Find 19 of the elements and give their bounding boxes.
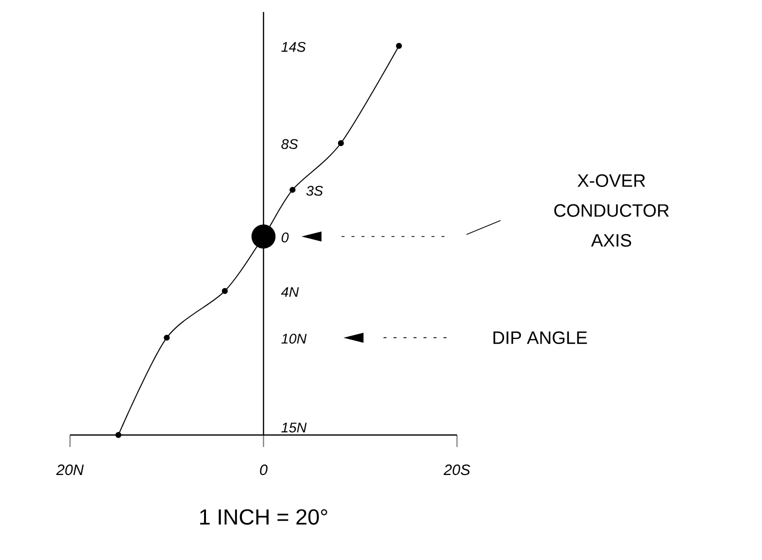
- annotation: 3S: [306, 186, 323, 196]
- annotation: 10N: [281, 334, 307, 344]
- annotation: 8S: [281, 139, 298, 150]
- x-tick-label: 0: [260, 464, 268, 476]
- text: DIP ANGLE: [493, 331, 587, 344]
- annotation: 0: [282, 232, 289, 242]
- x-tick-label: 20N: [56, 464, 84, 476]
- point: [164, 334, 170, 341]
- x-tick-label: 20S: [444, 464, 470, 476]
- annotation: 14S: [281, 42, 306, 52]
- annotation: 15N: [281, 422, 307, 432]
- point: [115, 432, 122, 438]
- annotation: 4N: [281, 287, 299, 297]
- text: X-OVER CONDUCTOR AXIS: [554, 174, 669, 247]
- point: [222, 288, 228, 294]
- point: [396, 42, 402, 49]
- point: [290, 186, 296, 193]
- point: [338, 140, 344, 146]
- text: 1 INCH = 20°: [200, 509, 328, 525]
